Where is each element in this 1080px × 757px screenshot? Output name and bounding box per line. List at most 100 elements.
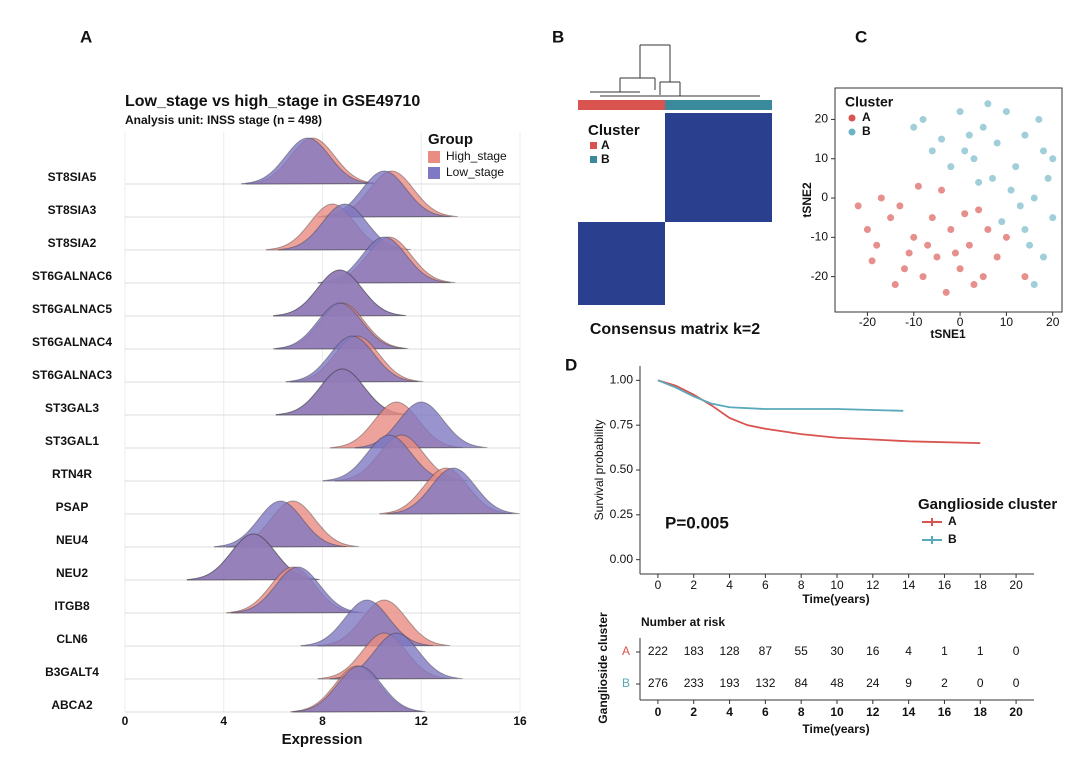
legend-marker — [848, 128, 856, 136]
table-cell: 1 — [941, 644, 948, 658]
x-tick-label: 4 — [726, 578, 733, 592]
point — [914, 182, 922, 190]
panel-letter: B — [552, 27, 564, 46]
x-tick-label: 4 — [726, 705, 733, 719]
point — [938, 186, 946, 194]
point — [1012, 163, 1020, 171]
y-tick-label: 10 — [815, 151, 829, 165]
dendrogram — [590, 44, 760, 97]
point — [984, 225, 992, 233]
ridge — [386, 467, 520, 515]
x-tick-label: 14 — [902, 705, 916, 719]
table-cell: 24 — [866, 676, 880, 690]
table-cell: 183 — [684, 644, 704, 658]
point — [877, 194, 885, 202]
y-tick-label: 1.00 — [610, 373, 634, 387]
table-cell: 1 — [977, 644, 984, 658]
chart-title: Consensus matrix k=2 — [590, 321, 760, 338]
table-cell: 48 — [830, 676, 844, 690]
x-tick-label: 10 — [1000, 315, 1014, 329]
point — [970, 280, 978, 288]
cluster-bar — [665, 100, 772, 110]
y-tick-label: NEU2 — [56, 566, 88, 580]
point — [854, 202, 862, 210]
point — [942, 288, 950, 296]
y-tick-label: ST8SIA3 — [48, 203, 97, 217]
point — [965, 241, 973, 249]
point — [924, 241, 932, 249]
ridge — [273, 302, 406, 350]
y-axis-label: Survival probability — [592, 420, 606, 521]
point — [1049, 214, 1057, 222]
table-cell: 9 — [905, 676, 912, 690]
ridge — [241, 137, 374, 185]
table-cell: 16 — [866, 644, 880, 658]
x-tick-label: 18 — [974, 705, 988, 719]
row-label: A — [622, 644, 630, 658]
y-tick-label: RTN4R — [52, 467, 92, 481]
ridge — [285, 335, 419, 383]
panel-letter: A — [80, 27, 92, 46]
x-tick-label: 14 — [902, 578, 916, 592]
y-axis-label: Ganglioside cluster — [596, 612, 610, 724]
heatmap-cell — [578, 222, 665, 305]
table-cell: 222 — [648, 644, 668, 658]
x-tick-label: 20 — [1046, 315, 1060, 329]
panel-letter: C — [855, 27, 867, 46]
x-tick-label: 2 — [690, 578, 697, 592]
x-tick-label: 0 — [957, 315, 964, 329]
point — [928, 147, 936, 155]
point — [956, 265, 964, 273]
y-tick-label: ITGB8 — [54, 599, 90, 613]
y-tick-label: 0.50 — [610, 462, 634, 476]
chart-title: Low_stage vs high_stage in GSE49710 — [125, 93, 420, 110]
point — [1002, 108, 1010, 116]
x-tick-label: 12 — [866, 578, 880, 592]
y-tick-label: ST3GAL1 — [45, 434, 99, 448]
cluster-bar — [578, 100, 665, 110]
legend-label: Low_stage — [446, 165, 504, 179]
legend-label: A — [948, 514, 957, 528]
point — [905, 249, 913, 257]
legend-label: B — [862, 124, 871, 138]
point — [1044, 174, 1052, 182]
point — [984, 100, 992, 108]
y-tick-label: ST6GALNAC4 — [32, 335, 112, 349]
table-cell: 276 — [648, 676, 668, 690]
y-tick-label: ST6GALNAC5 — [32, 302, 112, 316]
ridge — [273, 269, 406, 317]
table-cell: 0 — [977, 676, 984, 690]
annotation: P=0.005 — [665, 513, 729, 532]
ridge — [293, 665, 426, 713]
point — [951, 249, 959, 257]
point — [1002, 233, 1010, 241]
point — [1016, 202, 1024, 210]
point — [975, 178, 983, 186]
point — [910, 123, 918, 131]
panel-letter: D — [565, 355, 577, 374]
y-tick-label: ST6GALNAC6 — [32, 269, 112, 283]
legend-title: Group — [428, 131, 473, 148]
x-tick-label: 8 — [798, 705, 805, 719]
x-tick-label: 0 — [122, 714, 129, 728]
x-axis-label: tSNE1 — [930, 327, 966, 341]
y-tick-label: ST8SIA2 — [48, 236, 97, 250]
x-tick-label: 20 — [1009, 705, 1023, 719]
ridge — [214, 500, 347, 548]
x-tick-label: 2 — [690, 705, 697, 719]
point — [961, 147, 969, 155]
point — [998, 218, 1006, 226]
x-tick-label: -20 — [859, 315, 877, 329]
table-cell: 30 — [830, 644, 844, 658]
x-tick-label: 12 — [866, 705, 880, 719]
point — [1021, 273, 1029, 281]
y-tick-label: ST8SIA5 — [48, 170, 97, 184]
point — [961, 210, 969, 218]
y-tick-label: 0.00 — [610, 552, 634, 566]
plot-frame — [834, 87, 1063, 313]
table-cell: 193 — [720, 676, 740, 690]
y-tick-label: 0.25 — [610, 507, 634, 521]
y-tick-label: ST3GAL3 — [45, 401, 99, 415]
legend-label: B — [948, 532, 957, 546]
